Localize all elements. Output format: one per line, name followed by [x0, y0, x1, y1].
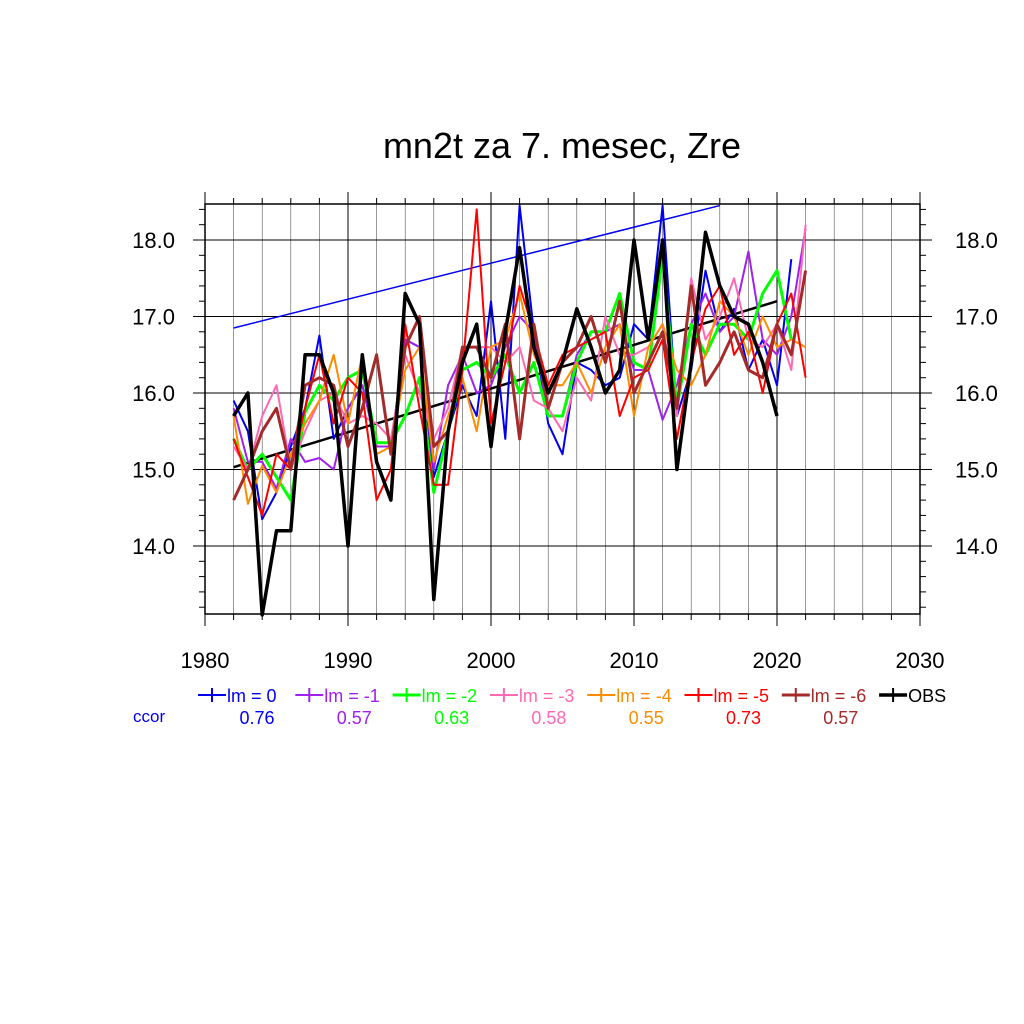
y-tick-label: 14.0 — [132, 534, 175, 559]
legend-label: lm = -3 — [519, 686, 575, 706]
series-line — [232, 292, 807, 505]
legend-label: lm = -1 — [324, 686, 380, 706]
y-tick-label: 15.0 — [132, 458, 175, 483]
y-tick-label: 17.0 — [955, 305, 998, 330]
y-tick-label: 18.0 — [955, 228, 998, 253]
ccor-value: 0.63 — [434, 708, 469, 728]
legend-label: lm = -4 — [616, 686, 672, 706]
ccor-value: 0.76 — [239, 708, 274, 728]
x-tick-label: 2030 — [896, 648, 945, 673]
ccor-label: ccor — [133, 707, 165, 726]
series-line — [232, 224, 807, 471]
chart-title: mn2t za 7. mesec, Zre — [383, 125, 741, 166]
series-line — [232, 228, 807, 490]
legend-label: OBS — [908, 686, 946, 706]
legend-label: lm = -6 — [811, 686, 867, 706]
y-tick-label: 15.0 — [955, 458, 998, 483]
x-tick-label: 2020 — [753, 648, 802, 673]
x-tick-label: 2000 — [467, 648, 516, 673]
series-line — [232, 208, 807, 517]
y-tick-label: 14.0 — [955, 534, 998, 559]
ccor-value: 0.57 — [337, 708, 372, 728]
ccor-value: 0.73 — [726, 708, 761, 728]
ccor-value: 0.58 — [531, 708, 566, 728]
y-tick-label: 17.0 — [132, 305, 175, 330]
trend-line — [233, 204, 720, 329]
y-tick-label: 18.0 — [132, 228, 175, 253]
y-tick-label: 16.0 — [955, 381, 998, 406]
legend-label: lm = -2 — [422, 686, 478, 706]
series-line — [232, 230, 779, 617]
ccor-value: 0.55 — [629, 708, 664, 728]
legend-label: lm = -5 — [714, 686, 770, 706]
y-tick-label: 16.0 — [132, 381, 175, 406]
plot-frame — [204, 203, 921, 615]
x-tick-label: 2010 — [610, 648, 659, 673]
x-tick-label: 1980 — [181, 648, 230, 673]
ccor-value: 0.57 — [823, 708, 858, 728]
axis-ticks: 1980 1990 2000 2010 2020 2030 14.0 14.0 15.0 15.0… — [132, 192, 998, 673]
series-lines — [232, 204, 808, 617]
x-tick-label: 1990 — [324, 648, 373, 673]
legend-label: lm = 0 — [227, 686, 277, 706]
